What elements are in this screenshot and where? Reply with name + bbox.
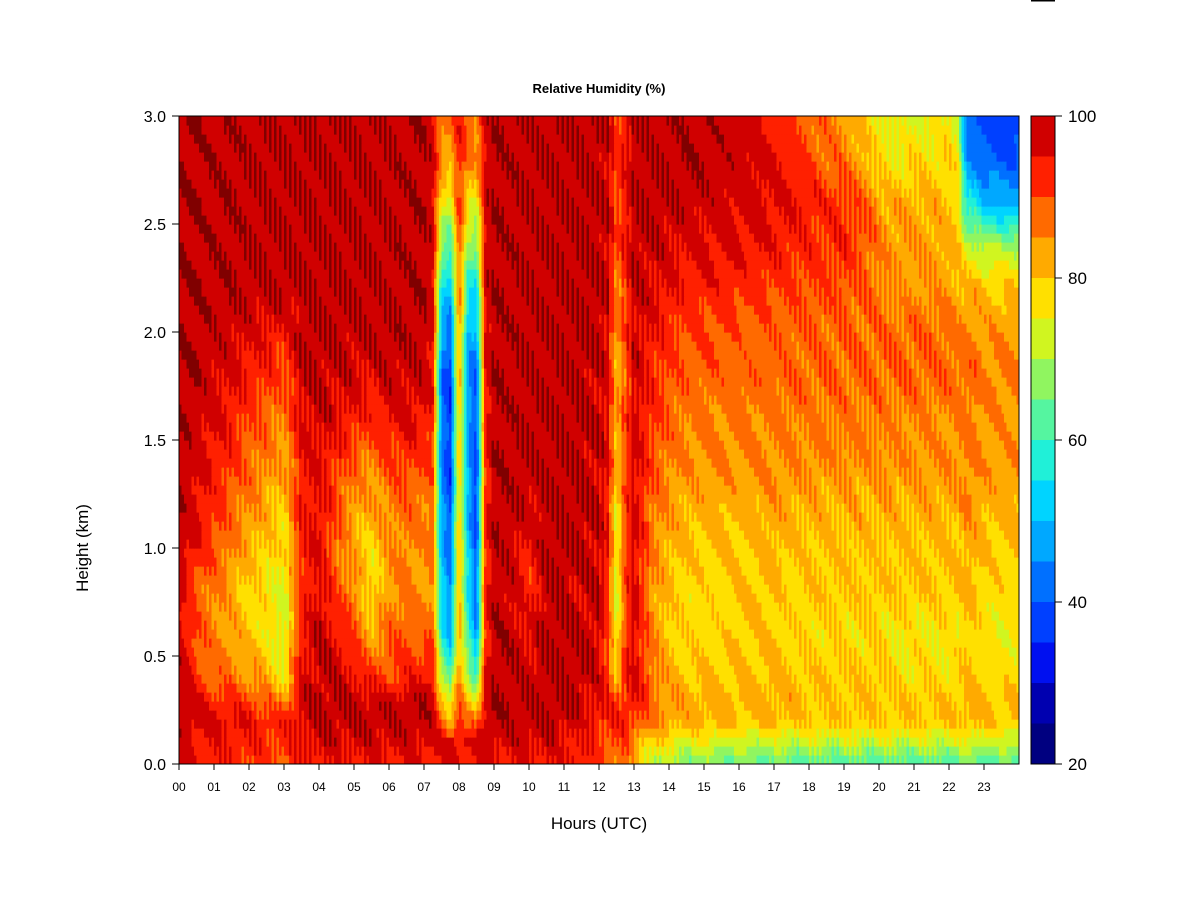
heatmap-field: [179, 116, 1020, 765]
chart-title: Relative Humidity (%): [533, 81, 666, 96]
